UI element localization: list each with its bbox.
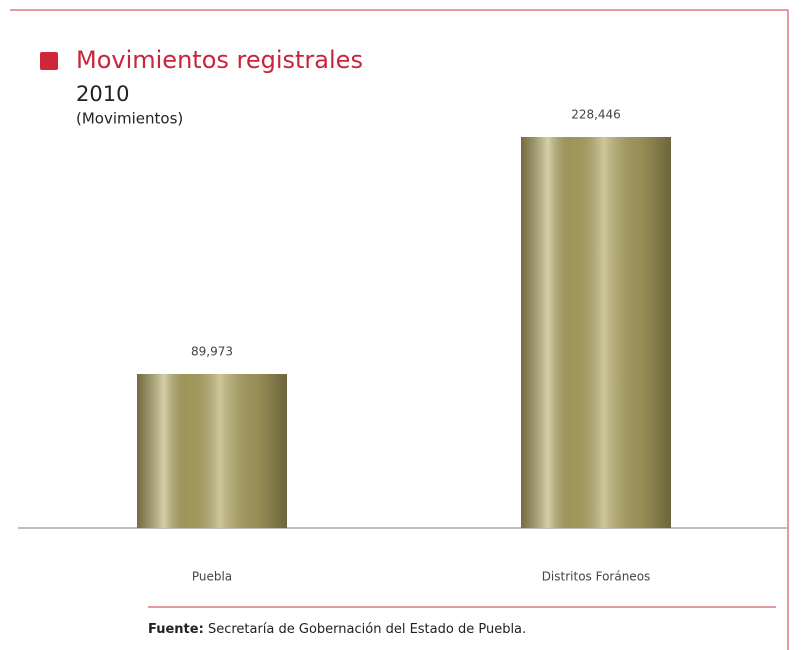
x-tick-label: Puebla xyxy=(192,570,232,584)
source: Secretaría de Gobernación del Estado de … xyxy=(208,622,526,637)
unit-label: (Movimientos) xyxy=(76,110,183,128)
title-marker xyxy=(40,52,58,70)
value-label: 228,446 xyxy=(571,108,621,122)
chart-title: Movimientos registrales xyxy=(76,46,363,74)
source-label: Fuente: xyxy=(148,622,204,637)
x-tick-label: Distritos Foráneos xyxy=(542,570,651,584)
chart-subtitle: 2010 xyxy=(76,82,129,106)
bar-shade xyxy=(521,137,671,528)
value-label: 89,973 xyxy=(191,345,233,359)
source-text: Fuente: Secretaría de Gobernación del Es… xyxy=(148,622,526,637)
bar-shade xyxy=(137,374,287,528)
